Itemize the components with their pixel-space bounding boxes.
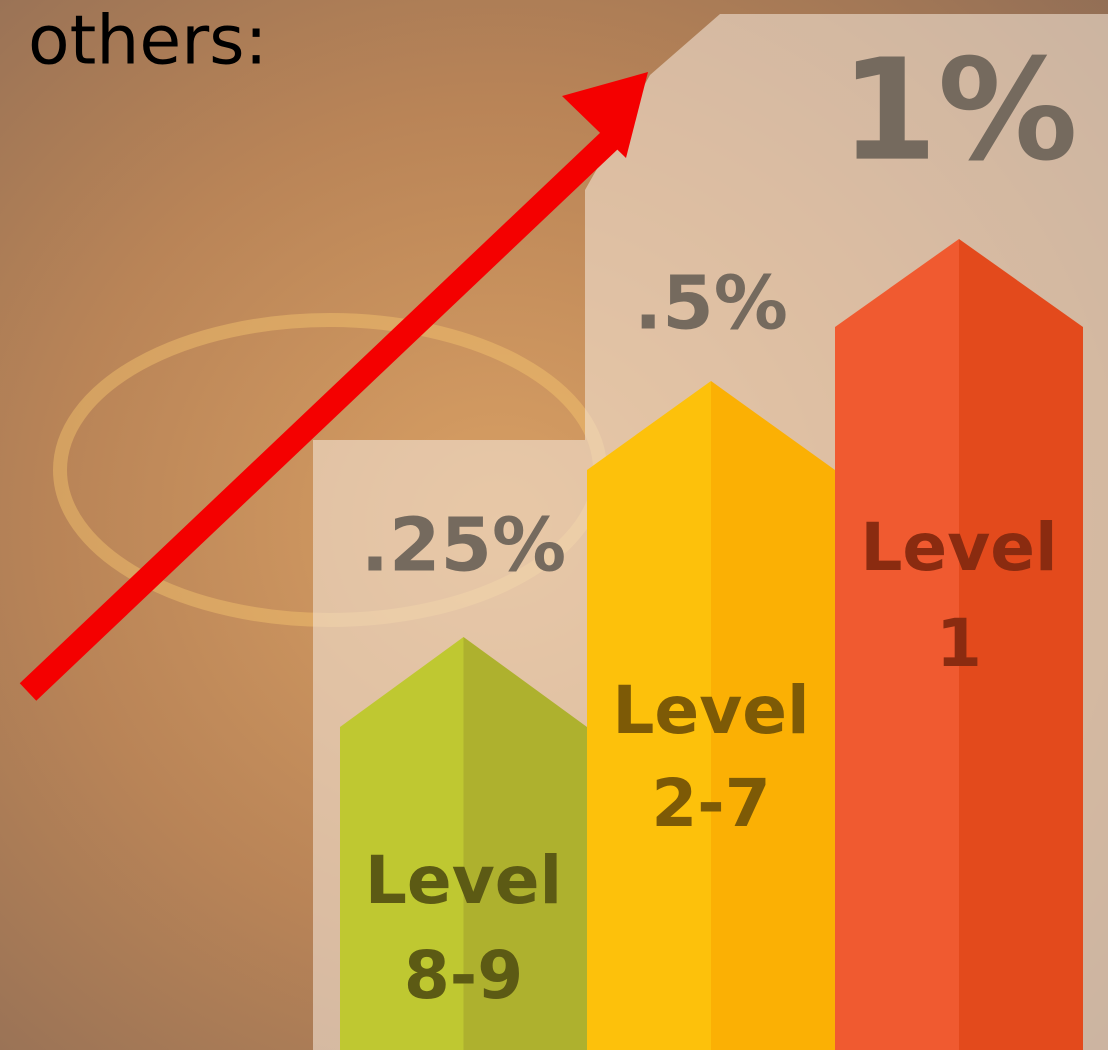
infographic: others: .25% Level 8-9 .5% Level 2-7 1% Level 1 [0,0,1108,1050]
level-label: Level [612,672,809,749]
page: others: .25%Level8-9.5%Level2-71%Level1 … [0,0,1108,1050]
level-label: Level [365,842,562,919]
level-label: Level [860,509,1057,586]
level-label: 2-7 [651,765,770,842]
intro-text: others: [28,2,268,81]
percent-label: .5% [634,261,788,347]
percent-label: 1% [840,30,1078,193]
level-label: 1 [936,605,982,682]
level-label: 8-9 [404,937,523,1014]
percent-label: .25% [361,503,566,589]
